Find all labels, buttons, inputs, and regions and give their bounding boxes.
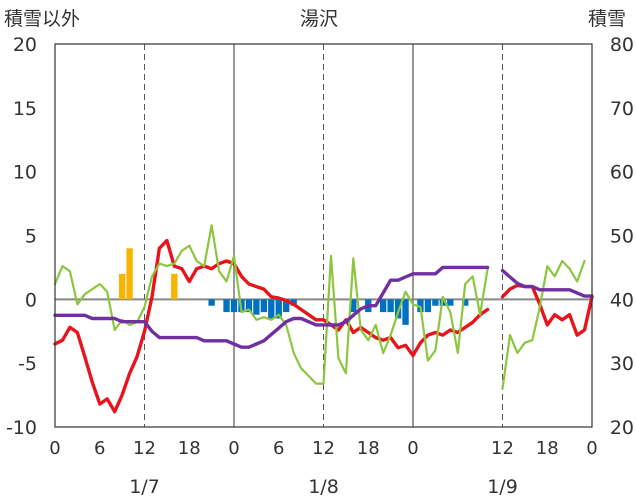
series-line-red <box>500 283 594 337</box>
bar-blue <box>260 299 268 313</box>
bar-blue <box>402 299 409 325</box>
x-tick-label: 6 <box>94 438 105 459</box>
series-line-green <box>501 259 586 390</box>
x-tick-label: 12 <box>133 438 156 459</box>
bar-blue <box>394 299 402 319</box>
plot-frame <box>54 43 593 428</box>
bar-blue <box>283 299 290 313</box>
right-y-tick-label: 30 <box>610 353 634 375</box>
left-y-tick-label: 10 <box>13 162 37 184</box>
bar-blue <box>417 299 424 313</box>
bar-blue <box>387 299 394 313</box>
date-label: 1/7 <box>129 476 160 498</box>
bar-series <box>118 248 469 325</box>
bar-orange <box>118 273 126 300</box>
series-line-purple <box>53 265 490 349</box>
left-y-tick-label: 0 <box>25 289 37 311</box>
bar-blue <box>230 299 238 313</box>
left-axis-title: 積雪以外 <box>4 8 81 30</box>
bar-blue <box>424 299 432 313</box>
x-tick-label: 0 <box>586 438 597 459</box>
left-y-tick-label: -10 <box>6 417 37 439</box>
left-y-tick-label: 5 <box>25 226 37 248</box>
x-tick-label: 18 <box>536 438 559 459</box>
series-line-red <box>53 238 490 414</box>
date-label: 1/8 <box>308 476 339 498</box>
bar-blue <box>432 299 439 306</box>
plot-border <box>54 43 593 428</box>
left-y-tick-label: 20 <box>13 34 37 56</box>
x-tick-label: 18 <box>357 438 380 459</box>
x-tick-label: 12 <box>491 438 514 459</box>
bar-blue <box>275 299 282 319</box>
x-tick-label: 18 <box>178 438 201 459</box>
bar-blue <box>379 299 387 313</box>
bar-blue <box>462 299 469 306</box>
series-line-purple <box>500 268 594 298</box>
right-y-tick-label: 80 <box>610 34 634 56</box>
date-label: 1/9 <box>487 476 518 498</box>
x-tick-label: 0 <box>407 438 418 459</box>
x-tick-label: 12 <box>312 438 335 459</box>
grid-lines <box>55 44 592 427</box>
right-axis-title: 積雪 <box>588 8 627 30</box>
x-tick-label: 0 <box>49 438 60 459</box>
line-series <box>53 224 594 414</box>
bar-orange <box>126 248 133 300</box>
right-y-tick-label: 20 <box>610 417 634 439</box>
x-tick-label: 0 <box>228 438 239 459</box>
left-y-tick-label: 15 <box>13 98 37 120</box>
tick-labels: -10 -5 0 5 10 15 20 20 30 40 50 60 70 80 0 6 12 18 0 6 12 18 0… <box>6 34 634 498</box>
bar-orange <box>171 273 178 300</box>
right-y-tick-label: 50 <box>610 226 634 248</box>
bar-blue <box>245 299 253 313</box>
bar-blue <box>447 299 454 306</box>
bar-blue <box>268 299 275 319</box>
left-y-tick-label: -5 <box>18 353 37 375</box>
bar-blue <box>350 299 357 313</box>
right-y-tick-label: 40 <box>610 289 634 311</box>
bar-blue <box>223 299 230 313</box>
right-y-tick-label: 60 <box>610 162 634 184</box>
chart-title: 湯沢 <box>300 8 339 30</box>
bar-blue <box>208 299 215 306</box>
bar-blue <box>253 299 260 315</box>
right-y-tick-label: 70 <box>610 98 634 120</box>
x-tick-label: 6 <box>273 438 284 459</box>
